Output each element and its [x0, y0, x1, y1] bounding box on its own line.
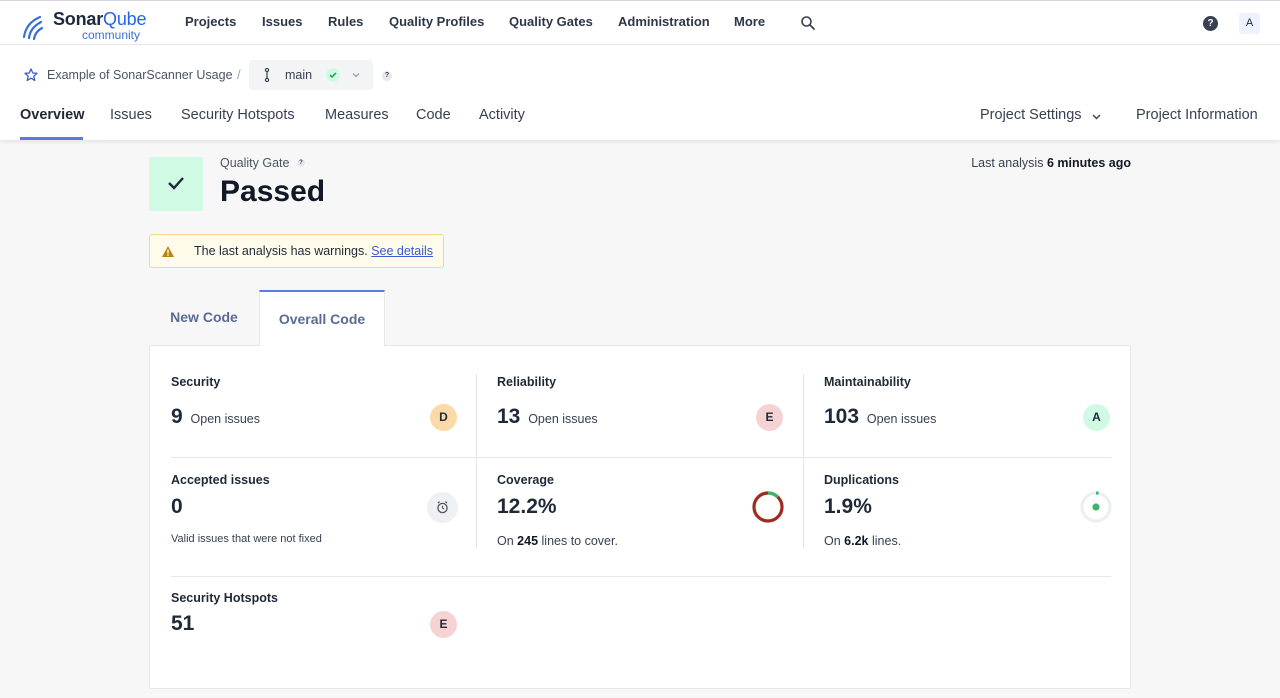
accepted-issues-title[interactable]: Accepted issues — [171, 473, 270, 487]
alarm-clock-icon — [427, 492, 458, 523]
nav-administration[interactable]: Administration — [618, 14, 710, 29]
coverage-value[interactable]: 12.2% — [497, 495, 557, 518]
analysis-warning-banner: The last analysis has warnings. See deta… — [149, 234, 444, 268]
tab-overall-code[interactable]: Overall Code — [259, 290, 385, 346]
quality-gate-label: Quality Gate — [220, 156, 290, 170]
nav-issues[interactable]: Issues — [262, 14, 303, 29]
logo-edition: community — [82, 28, 141, 42]
project-information-link[interactable]: Project Information — [1136, 107, 1258, 123]
tab-activity[interactable]: Activity — [479, 107, 525, 123]
quality-gate-status-badge — [149, 157, 203, 211]
reliability-rating[interactable]: E — [756, 404, 783, 431]
tab-measures[interactable]: Measures — [325, 107, 389, 123]
measures-panel: Security 9 Open issues D Reliability 13 … — [149, 345, 1131, 689]
duplications-ring[interactable] — [1079, 490, 1113, 524]
branch-help-icon[interactable]: ? — [382, 71, 392, 81]
tab-new-code[interactable]: New Code — [170, 309, 238, 325]
tab-overview[interactable]: Overview — [20, 107, 85, 123]
check-icon — [168, 177, 184, 190]
maintainability-rating[interactable]: A — [1083, 404, 1110, 431]
nav-quality-gates[interactable]: Quality Gates — [509, 14, 593, 29]
branch-status-icon — [326, 68, 340, 82]
reliability-value[interactable]: 13 Open issues — [497, 405, 598, 428]
star-icon[interactable] — [24, 68, 38, 82]
sonar-waves-icon — [22, 15, 44, 41]
top-navigation: SonarQube community Projects Issues Rule… — [0, 0, 1280, 45]
logo-wordmark: SonarQube — [53, 9, 147, 29]
active-tab-indicator — [20, 137, 83, 140]
tab-issues[interactable]: Issues — [110, 107, 152, 123]
nav-more[interactable]: More — [734, 14, 766, 29]
search-icon[interactable] — [800, 15, 816, 31]
security-hotspots-rating[interactable]: E — [430, 611, 457, 638]
quality-gate-help-icon[interactable]: ? — [297, 159, 305, 167]
quality-gate-status: Passed — [220, 175, 326, 208]
last-analysis: Last analysis 6 minutes ago — [971, 156, 1131, 170]
branch-icon — [264, 68, 270, 82]
duplications-title[interactable]: Duplications — [824, 473, 900, 487]
security-hotspots-value[interactable]: 51 — [171, 612, 195, 635]
tab-security-hotspots[interactable]: Security Hotspots — [181, 107, 295, 123]
tab-code[interactable]: Code — [416, 107, 451, 123]
maintainability-value[interactable]: 103 Open issues — [824, 405, 937, 428]
row-divider — [171, 457, 1111, 458]
security-hotspots-title[interactable]: Security Hotspots — [171, 591, 278, 605]
warning-text: The last analysis has warnings. See deta… — [194, 244, 434, 258]
avatar[interactable]: A — [1239, 13, 1260, 34]
coverage-note: On 245 lines to cover. — [497, 534, 618, 548]
branch-selector[interactable]: main — [249, 60, 373, 90]
reliability-title[interactable]: Reliability — [497, 375, 557, 389]
maintainability-title[interactable]: Maintainability — [824, 375, 911, 389]
column-divider — [476, 374, 477, 549]
project-header: Example of SonarScanner Usage / main ? O… — [0, 45, 1280, 140]
security-rating[interactable]: D — [430, 404, 457, 431]
security-value[interactable]: 9 Open issues — [171, 405, 261, 428]
check-icon — [329, 72, 337, 79]
nav-projects[interactable]: Projects — [185, 14, 237, 29]
project-name-link[interactable]: Example of SonarScanner Usage — [47, 68, 233, 82]
chevron-down-icon — [352, 73, 360, 78]
see-details-link[interactable]: See details — [371, 244, 434, 258]
coverage-title[interactable]: Coverage — [497, 473, 554, 487]
coverage-ring[interactable] — [751, 490, 785, 524]
project-settings-menu[interactable]: Project Settings — [980, 107, 1082, 123]
branch-name: main — [285, 68, 313, 82]
help-icon[interactable]: ? — [1203, 16, 1218, 31]
security-title[interactable]: Security — [171, 375, 221, 389]
chevron-down-icon[interactable] — [1091, 111, 1102, 122]
duplications-value[interactable]: 1.9% — [824, 495, 872, 518]
column-divider — [803, 374, 804, 549]
nav-rules[interactable]: Rules — [328, 14, 364, 29]
row-divider — [171, 576, 1111, 577]
duplications-note: On 6.2k lines. — [824, 534, 902, 548]
nav-quality-profiles[interactable]: Quality Profiles — [389, 14, 485, 29]
sonarqube-logo[interactable]: SonarQube community — [20, 7, 150, 42]
breadcrumb-separator: / — [237, 67, 241, 82]
warning-icon — [162, 246, 174, 257]
accepted-issues-value[interactable]: 0 — [171, 495, 183, 518]
accepted-issues-note: Valid issues that were not fixed — [171, 533, 322, 545]
